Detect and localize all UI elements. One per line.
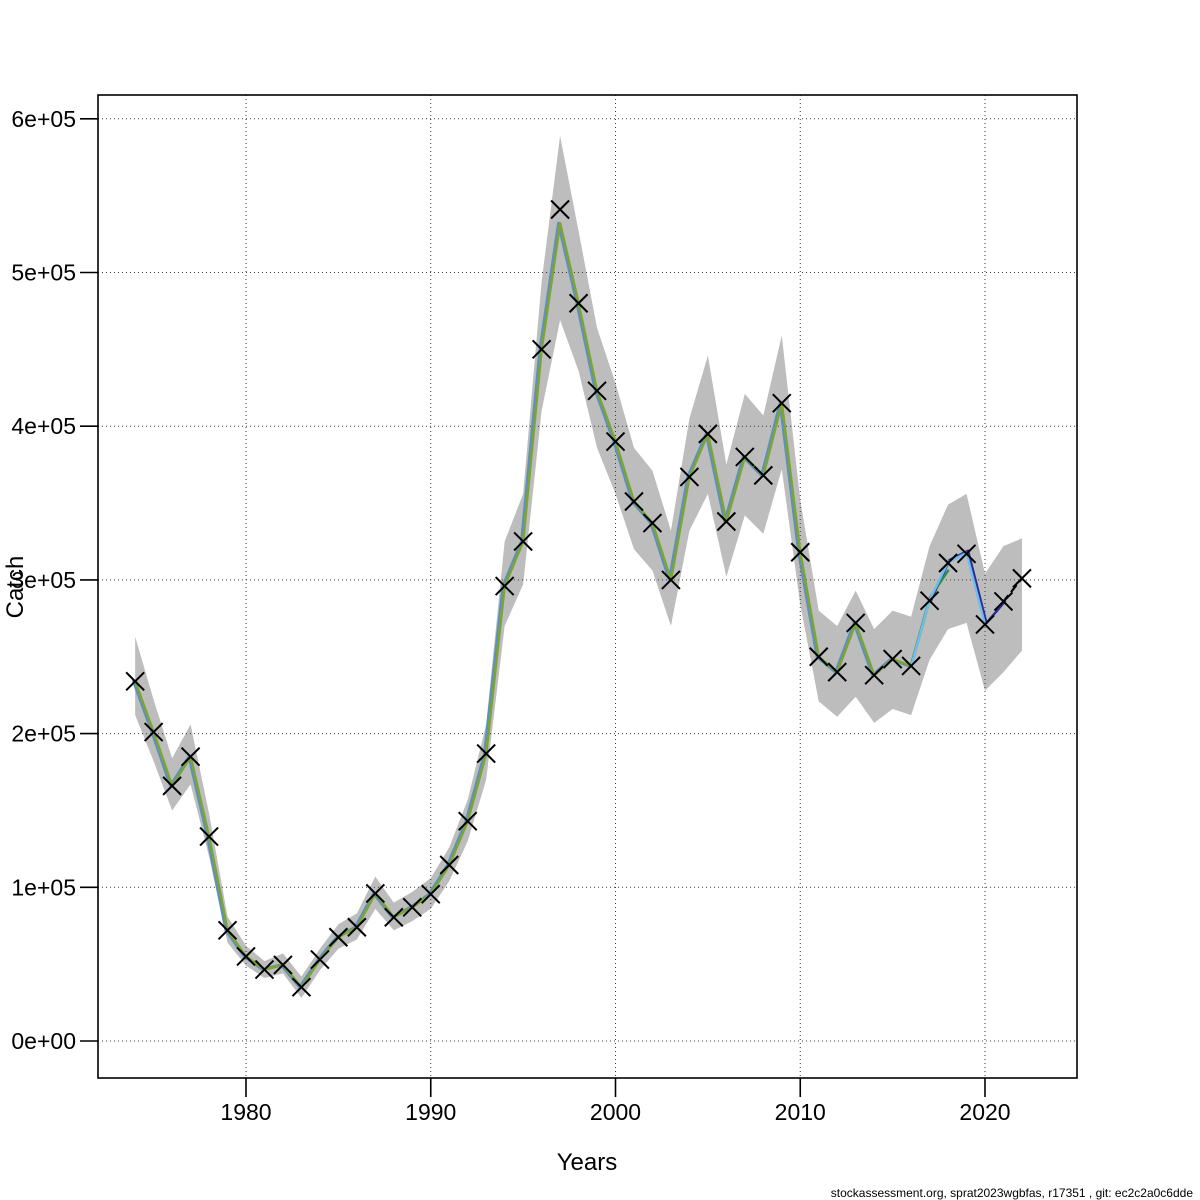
observed-catch-marker xyxy=(735,447,755,467)
observed-catch-marker xyxy=(236,946,256,967)
y-tick-label: 2e+05 xyxy=(11,721,76,747)
x-tick-label: 2020 xyxy=(959,1099,1010,1125)
y-axis-title: Catch xyxy=(2,556,29,619)
confidence-band xyxy=(135,135,1022,998)
observed-catch-marker xyxy=(1012,568,1032,589)
observed-catch-marker xyxy=(402,897,422,917)
observed-catch-marker xyxy=(273,955,293,975)
observed-catch-marker xyxy=(827,662,847,682)
observed-catch-marker xyxy=(291,977,312,997)
y-tick-label: 0e+00 xyxy=(11,1028,76,1054)
x-tick-label: 2010 xyxy=(775,1099,826,1125)
y-tick-label: 4e+05 xyxy=(11,413,76,439)
observed-catch-marker xyxy=(624,491,644,512)
observed-catch-marker xyxy=(457,811,478,831)
observed-catch-marker xyxy=(716,511,737,532)
observed-catch-marker xyxy=(679,467,700,487)
observed-catch-marker xyxy=(550,199,570,220)
x-tick-label: 1990 xyxy=(405,1099,456,1125)
observed-catch-marker xyxy=(698,424,718,444)
x-tick-label: 2000 xyxy=(590,1099,641,1125)
observed-catch-marker xyxy=(531,339,552,360)
fit-olive-green-line xyxy=(133,222,931,989)
y-tick-label: 3e+05 xyxy=(11,567,76,593)
observed-catch-marker xyxy=(384,907,404,927)
observed-catch-marker xyxy=(938,553,958,573)
observed-catch-marker xyxy=(845,613,866,633)
observed-catch-marker xyxy=(882,649,903,669)
observed-catch-markers-layer xyxy=(125,199,1032,997)
x-axis-title: Years xyxy=(557,1149,618,1176)
observed-catch-marker xyxy=(494,576,515,596)
observed-catch-marker xyxy=(513,531,533,552)
axis-ticks-layer: 1980 1990 2000 2010 2020 0e+00 1e+05 2e+05 3e+05… xyxy=(11,106,1010,1125)
observed-catch-marker xyxy=(753,465,774,486)
plot-border xyxy=(97,94,1078,1079)
observed-catch-marker xyxy=(199,826,219,847)
observed-catch-marker xyxy=(439,855,459,875)
observed-catch-marker xyxy=(568,293,589,313)
x-tick-label: 1980 xyxy=(220,1099,271,1125)
y-tick-label: 6e+05 xyxy=(11,106,76,132)
observed-catch-marker xyxy=(975,614,995,635)
observed-catch-marker xyxy=(901,656,921,676)
observed-catch-marker xyxy=(143,722,164,742)
observed-catch-marker xyxy=(347,917,367,937)
y-tick-label: 1e+05 xyxy=(11,874,76,900)
observed-catch-marker xyxy=(790,542,810,562)
observed-catch-marker xyxy=(956,544,977,564)
observed-catch-marker xyxy=(864,665,884,685)
observed-catch-marker xyxy=(365,883,386,904)
fit-steelblue-line xyxy=(132,221,912,989)
y-tick-label: 5e+05 xyxy=(11,260,76,286)
observed-catch-marker xyxy=(162,776,182,796)
observed-catch-marker xyxy=(993,591,1014,612)
observed-catch-marker xyxy=(125,671,145,692)
observed-catch-marker xyxy=(661,570,681,590)
observed-catch-marker xyxy=(605,431,626,452)
observed-catch-marker xyxy=(587,381,607,401)
observed-catch-marker xyxy=(421,884,441,904)
footer-attribution: stockassessment.org, sprat2023wgbfas, r1… xyxy=(831,1186,1194,1200)
confidence-band-layer xyxy=(135,135,1022,998)
observed-catch-marker xyxy=(180,746,201,767)
observed-catch-marker xyxy=(217,920,238,941)
observed-catch-marker xyxy=(254,959,275,980)
observed-catch-marker xyxy=(310,949,330,970)
observed-catch-marker xyxy=(642,513,663,533)
observed-catch-marker xyxy=(476,743,496,764)
observed-catch-marker xyxy=(919,590,940,611)
observed-catch-marker xyxy=(328,927,349,947)
observed-catch-marker xyxy=(809,647,829,667)
observed-catch-marker xyxy=(772,393,792,413)
